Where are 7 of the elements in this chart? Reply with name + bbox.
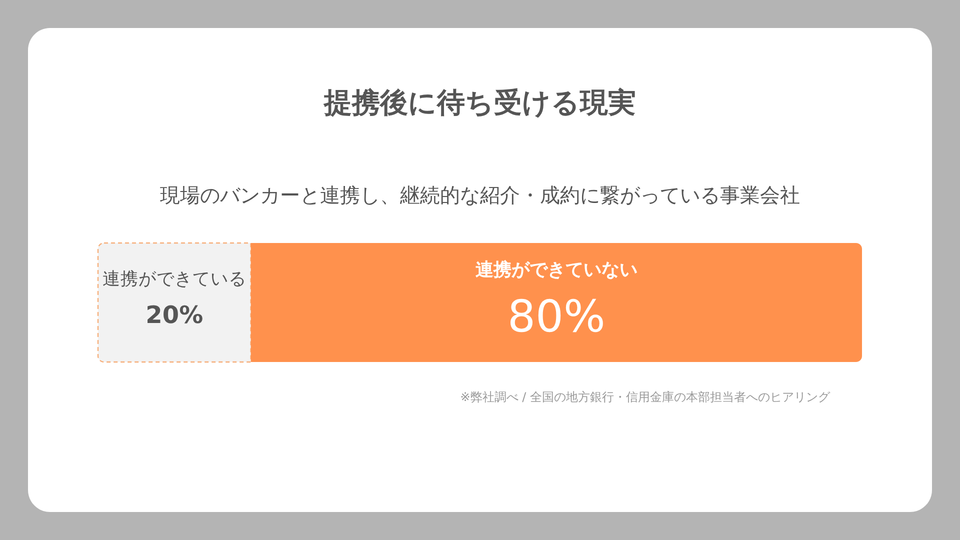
text: ※弊社調べ / 全国の地方銀行・信用金庫の本部担当者へのヒアリング bbox=[460, 390, 831, 404]
data-label: 20% bbox=[146, 300, 204, 329]
data-label: 80% bbox=[508, 292, 606, 343]
chart-subtitle: 現場のバンカーと連携し、継続的な紹介・成約に繋がっている事業会社 bbox=[160, 183, 800, 207]
chart-title: 提携後に待ち受ける現実 bbox=[323, 86, 636, 119]
series-label: 連携ができている bbox=[102, 268, 246, 290]
series-label: 連携ができていない bbox=[475, 260, 638, 281]
